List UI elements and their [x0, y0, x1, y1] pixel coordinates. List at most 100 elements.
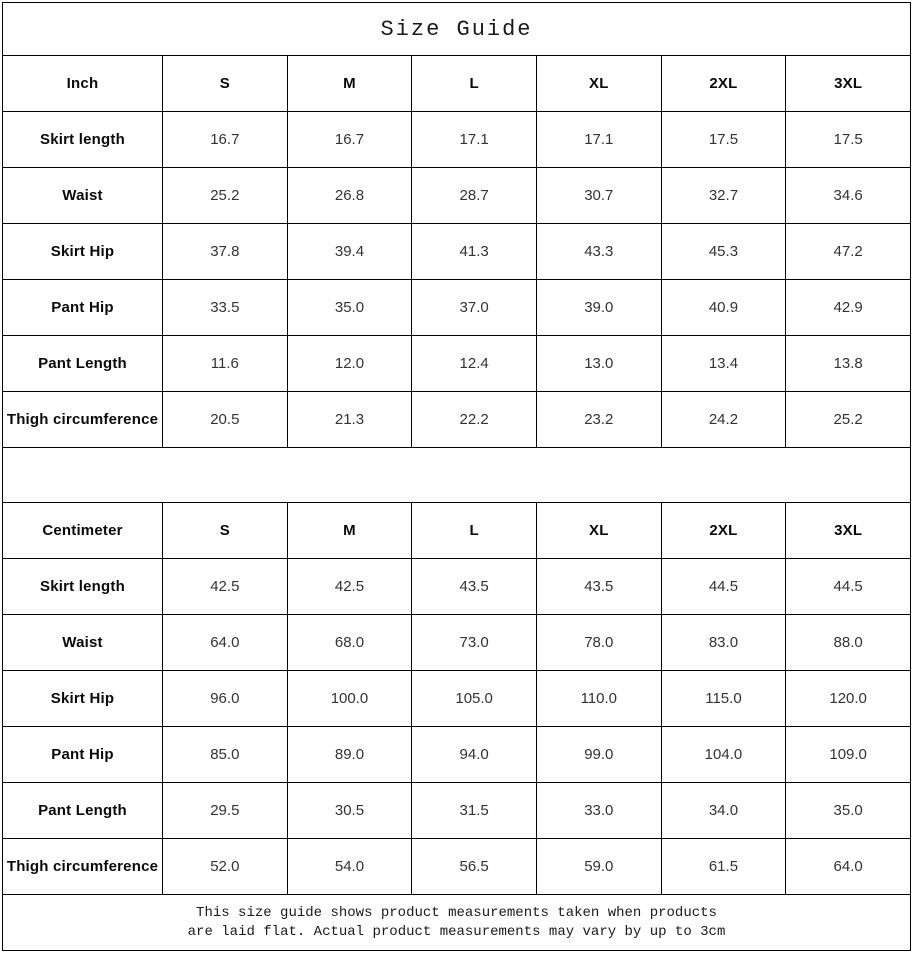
measurement-row: Skirt Hip 96.0 100.0 105.0 110.0 115.0 120.0	[2, 670, 911, 727]
measurement-value-cell: 34.0	[660, 782, 787, 839]
measurement-value-cell: 78.0	[535, 614, 662, 671]
measurement-value-cell: 94.0	[411, 726, 537, 783]
measurement-value-cell: 23.2	[535, 391, 662, 448]
footer-note: This size guide shows product measuremen…	[2, 894, 911, 951]
measurement-value-cell: 110.0	[535, 670, 662, 727]
footer-row: This size guide shows product measuremen…	[2, 894, 911, 951]
row-label-cell: Waist	[2, 614, 163, 671]
measurement-value-cell: 39.4	[286, 223, 413, 280]
measurement-value-cell: 17.1	[411, 111, 537, 168]
measurement-value-cell: 45.3	[660, 223, 787, 280]
measurement-value-cell: 42.5	[286, 558, 413, 615]
measurement-value-cell: 105.0	[411, 670, 537, 727]
measurement-value-cell: 37.0	[411, 279, 537, 336]
measurement-value-cell: 35.0	[286, 279, 413, 336]
measurement-value-cell: 100.0	[286, 670, 413, 727]
size-header-cell: 3XL	[785, 55, 911, 112]
measurement-value-cell: 12.0	[286, 335, 413, 392]
measurement-value-cell: 26.8	[286, 167, 413, 224]
measurement-value-cell: 30.7	[535, 167, 662, 224]
page-title: Size Guide	[2, 2, 911, 56]
measurement-value-cell: 35.0	[785, 782, 911, 839]
measurement-row: Pant Length 11.6 12.0 12.4 13.0 13.4 13.8	[2, 335, 911, 392]
measurement-value-cell: 33.5	[162, 279, 288, 336]
measurement-value-cell: 16.7	[162, 111, 288, 168]
measurement-value-cell: 73.0	[411, 614, 537, 671]
measurement-value-cell: 30.5	[286, 782, 413, 839]
measurement-value-cell: 54.0	[286, 838, 413, 895]
measurement-value-cell: 56.5	[411, 838, 537, 895]
unit-header-cell: Inch	[2, 55, 163, 112]
measurement-value-cell: 68.0	[286, 614, 413, 671]
measurement-value-cell: 37.8	[162, 223, 288, 280]
size-header-row: Inch S M L XL 2XL 3XL	[2, 55, 911, 112]
measurement-value-cell: 88.0	[785, 614, 911, 671]
measurement-value-cell: 42.9	[785, 279, 911, 336]
size-header-cell: 2XL	[660, 55, 787, 112]
measurement-value-cell: 28.7	[411, 167, 537, 224]
measurement-value-cell: 17.5	[785, 111, 911, 168]
measurement-value-cell: 44.5	[660, 558, 787, 615]
measurement-row: Pant Length 29.5 30.5 31.5 33.0 34.0 35.0	[2, 782, 911, 839]
row-label-cell: Pant Hip	[2, 279, 163, 336]
measurement-row: Waist 64.0 68.0 73.0 78.0 83.0 88.0	[2, 614, 911, 671]
row-label-cell: Skirt length	[2, 111, 163, 168]
table-spacer-row	[2, 447, 911, 503]
centimeter-table-body: Centimeter S M L XL 2XL 3XL Skirt length 42.5 42.…	[2, 502, 911, 895]
row-label-cell: Pant Hip	[2, 726, 163, 783]
measurement-value-cell: 52.0	[162, 838, 288, 895]
size-header-cell: 3XL	[785, 502, 911, 559]
measurement-value-cell: 115.0	[660, 670, 787, 727]
measurement-value-cell: 13.4	[660, 335, 787, 392]
measurement-value-cell: 25.2	[785, 391, 911, 448]
measurement-value-cell: 17.1	[535, 111, 662, 168]
measurement-value-cell: 120.0	[785, 670, 911, 727]
row-label-cell: Skirt length	[2, 558, 163, 615]
measurement-value-cell: 21.3	[286, 391, 413, 448]
row-label-cell: Thigh circumference	[2, 391, 163, 448]
size-header-cell: XL	[535, 502, 662, 559]
measurement-value-cell: 43.3	[535, 223, 662, 280]
unit-header-cell: Centimeter	[2, 502, 163, 559]
inch-table-body: Inch S M L XL 2XL 3XL Skirt length 16.7 16.7 17.1 1…	[2, 55, 911, 448]
row-label-cell: Pant Length	[2, 782, 163, 839]
measurement-value-cell: 20.5	[162, 391, 288, 448]
measurement-value-cell: 41.3	[411, 223, 537, 280]
measurement-value-cell: 33.0	[535, 782, 662, 839]
row-label-cell: Pant Length	[2, 335, 163, 392]
measurement-row: Skirt length 16.7 16.7 17.1 17.1 17.5 17.5	[2, 111, 911, 168]
measurement-value-cell: 12.4	[411, 335, 537, 392]
row-label-cell: Thigh circumference	[2, 838, 163, 895]
measurement-value-cell: 83.0	[660, 614, 787, 671]
measurement-value-cell: 109.0	[785, 726, 911, 783]
size-header-cell: S	[162, 55, 288, 112]
measurement-value-cell: 29.5	[162, 782, 288, 839]
measurement-value-cell: 39.0	[535, 279, 662, 336]
row-label-cell: Waist	[2, 167, 163, 224]
measurement-value-cell: 40.9	[660, 279, 787, 336]
measurement-value-cell: 44.5	[785, 558, 911, 615]
measurement-value-cell: 13.0	[535, 335, 662, 392]
size-header-row: Centimeter S M L XL 2XL 3XL	[2, 502, 911, 559]
size-header-cell: L	[411, 502, 537, 559]
row-label-cell: Skirt Hip	[2, 223, 163, 280]
measurement-value-cell: 59.0	[535, 838, 662, 895]
size-header-cell: S	[162, 502, 288, 559]
table-spacer-cell	[2, 447, 911, 503]
size-header-cell: XL	[535, 55, 662, 112]
footer-line-1: This size guide shows product measuremen…	[196, 904, 717, 921]
measurement-value-cell: 31.5	[411, 782, 537, 839]
row-label-cell: Skirt Hip	[2, 670, 163, 727]
measurement-value-cell: 64.0	[162, 614, 288, 671]
footer-line-2: are laid flat. Actual product measuremen…	[187, 923, 726, 940]
size-header-cell: M	[286, 55, 413, 112]
measurement-value-cell: 22.2	[411, 391, 537, 448]
measurement-row: Thigh circumference 20.5 21.3 22.2 23.2 24.2 2…	[2, 391, 911, 448]
measurement-value-cell: 43.5	[411, 558, 537, 615]
measurement-row: Thigh circumference 52.0 54.0 56.5 59.0 61.5 6…	[2, 838, 911, 895]
measurement-value-cell: 32.7	[660, 167, 787, 224]
measurement-value-cell: 42.5	[162, 558, 288, 615]
measurement-value-cell: 47.2	[785, 223, 911, 280]
measurement-value-cell: 13.8	[785, 335, 911, 392]
